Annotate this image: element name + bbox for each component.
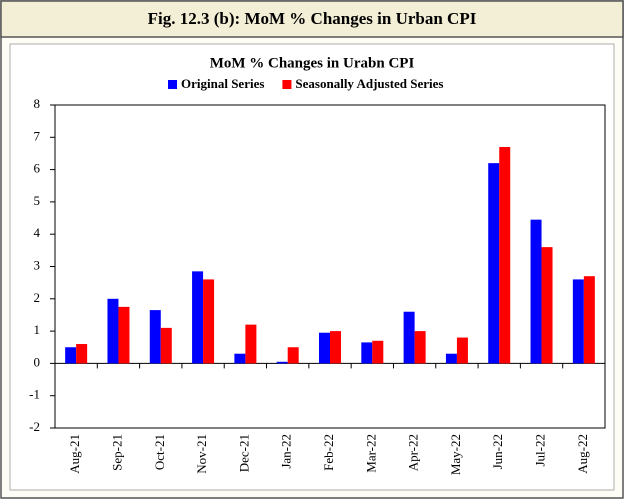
bar	[445, 353, 457, 364]
legend-swatch	[282, 80, 292, 89]
bar	[234, 353, 246, 364]
x-tick-label: Dec-21	[236, 434, 251, 472]
y-tick-label: 3	[34, 257, 41, 272]
bar	[276, 361, 288, 364]
bar	[330, 331, 341, 364]
bar	[499, 146, 511, 364]
bar	[530, 219, 542, 364]
bar	[583, 276, 595, 364]
bar	[372, 340, 384, 364]
bar	[192, 271, 204, 364]
bar	[541, 247, 553, 364]
legend-label: Original Series	[181, 76, 264, 91]
bar	[414, 331, 426, 364]
bar	[488, 163, 500, 364]
bar	[149, 310, 161, 364]
x-tick-label: May-22	[448, 434, 463, 475]
y-tick-label: 8	[34, 96, 41, 111]
y-tick-label: 5	[34, 193, 41, 208]
legend-swatch	[168, 80, 177, 89]
legend-label: Seasonally Adjusted Series	[295, 76, 443, 91]
plot-area	[54, 104, 606, 429]
header-title: Fig. 12.3 (b): MoM % Changes in Urban CP…	[148, 9, 477, 28]
x-tick-label: Jan-22	[279, 434, 294, 469]
bar	[118, 306, 130, 364]
x-tick-label: Jun-22	[490, 434, 505, 469]
x-tick-label: Oct-21	[152, 434, 167, 470]
bar	[287, 347, 299, 364]
bar	[107, 298, 119, 364]
x-tick-label: Aug-21	[67, 434, 82, 474]
x-tick-label: Aug-22	[575, 434, 590, 474]
bar	[76, 344, 88, 364]
bar	[203, 279, 215, 364]
x-tick-label: Apr-22	[406, 434, 421, 471]
bar	[403, 311, 415, 364]
y-tick-label: -2	[29, 419, 40, 434]
header-band	[0, 0, 624, 38]
bar	[319, 332, 330, 364]
x-tick-label: Mar-22	[363, 434, 378, 473]
x-tick-label: Sep-21	[109, 434, 124, 471]
y-tick-label: 6	[34, 161, 41, 176]
x-tick-label: Feb-22	[321, 434, 336, 471]
bar	[65, 347, 77, 364]
bar	[245, 324, 257, 364]
y-tick-label: -1	[29, 387, 40, 402]
y-tick-label: 7	[34, 128, 41, 143]
y-tick-label: 0	[34, 354, 41, 369]
bar	[361, 342, 373, 364]
x-tick-label: Jul-22	[533, 434, 548, 467]
y-tick-label: 4	[34, 225, 41, 240]
bar	[572, 279, 584, 364]
y-tick-label: 2	[34, 290, 41, 305]
x-tick-label: Nov-21	[194, 434, 209, 474]
bar	[456, 337, 468, 364]
bar	[160, 327, 172, 364]
y-tick-label: 1	[34, 322, 41, 337]
chart-title: MoM % Changes in Urabn CPI	[210, 55, 415, 71]
